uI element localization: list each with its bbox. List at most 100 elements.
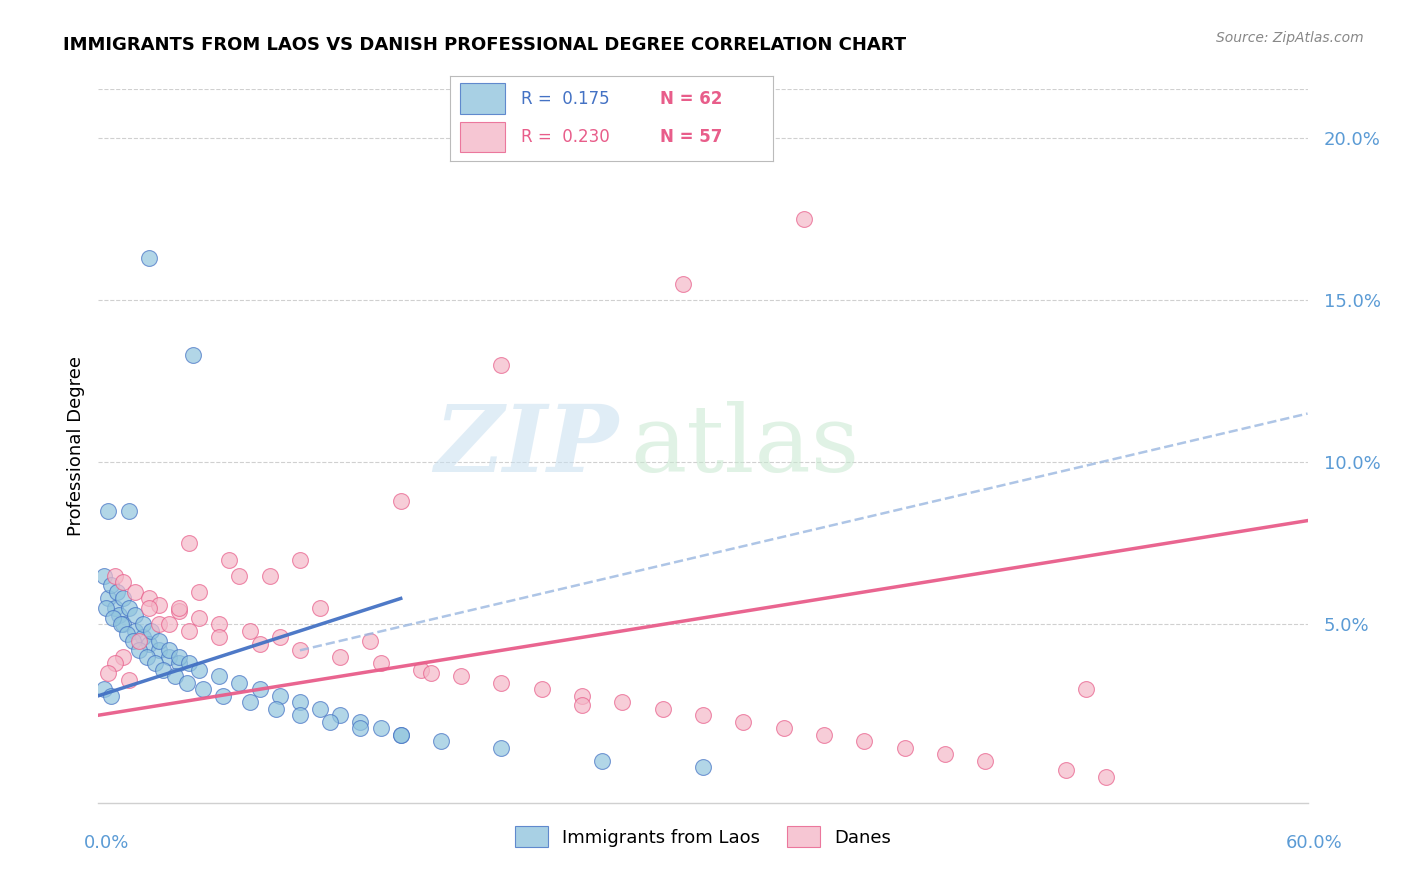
Point [167, 657, 190, 671]
Point [450, 669, 472, 683]
Point [152, 663, 174, 677]
FancyBboxPatch shape [460, 84, 505, 114]
Text: 0.0%: 0.0% [84, 834, 129, 852]
Point [105, 585, 128, 599]
Point [239, 624, 262, 638]
Point [893, 740, 915, 755]
Point [249, 637, 271, 651]
Point [97, 504, 120, 518]
Point [239, 695, 262, 709]
Point [218, 552, 240, 566]
Point [288, 643, 311, 657]
Point [208, 617, 231, 632]
Text: ZIP: ZIP [434, 401, 619, 491]
Point [148, 617, 170, 632]
Point [167, 601, 190, 615]
Point [135, 649, 157, 664]
Point [138, 637, 160, 651]
Point [793, 211, 815, 226]
Point [672, 277, 695, 291]
Point [651, 702, 673, 716]
Point [138, 591, 160, 606]
Point [571, 698, 593, 713]
Point [101, 611, 124, 625]
Point [110, 617, 132, 632]
Point [179, 657, 201, 671]
Point [212, 689, 235, 703]
Point [111, 617, 134, 632]
Text: N = 62: N = 62 [661, 90, 723, 108]
Point [148, 598, 170, 612]
Point [128, 643, 150, 657]
Point [264, 702, 287, 716]
Point [420, 666, 443, 681]
Point [1095, 770, 1118, 784]
Point [288, 708, 311, 723]
Point [132, 617, 155, 632]
Point [772, 721, 794, 735]
Text: 60.0%: 60.0% [1286, 834, 1343, 852]
Point [309, 702, 332, 716]
Point [124, 585, 146, 599]
Point [115, 627, 138, 641]
Point [228, 568, 250, 582]
Point [319, 714, 342, 729]
Text: IMMIGRANTS FROM LAOS VS DANISH PROFESSIONAL DEGREE CORRELATION CHART: IMMIGRANTS FROM LAOS VS DANISH PROFESSIO… [63, 36, 907, 54]
Point [934, 747, 956, 761]
Point [389, 728, 412, 742]
Point [208, 631, 231, 645]
Point [571, 689, 593, 703]
Point [349, 714, 371, 729]
Point [349, 721, 371, 735]
Point [118, 673, 141, 687]
Point [143, 657, 166, 671]
Point [103, 568, 125, 582]
Legend: Immigrants from Laos, Danes: Immigrants from Laos, Danes [508, 819, 898, 855]
Point [1054, 764, 1077, 778]
Point [163, 669, 186, 683]
Text: N = 57: N = 57 [661, 128, 723, 145]
Point [157, 649, 180, 664]
Point [1074, 682, 1097, 697]
Point [288, 695, 311, 709]
Point [370, 721, 392, 735]
Point [530, 682, 553, 697]
Point [612, 695, 634, 709]
Point [491, 675, 513, 690]
Point [148, 633, 170, 648]
Point [111, 591, 134, 606]
Point [389, 728, 412, 742]
Point [139, 624, 162, 638]
Point [228, 675, 250, 690]
Point [148, 643, 170, 657]
Point [179, 624, 201, 638]
Point [288, 552, 311, 566]
Point [813, 728, 835, 742]
Point [329, 708, 352, 723]
Point [491, 740, 513, 755]
Point [249, 682, 271, 697]
Point [167, 604, 190, 618]
Point [409, 663, 432, 677]
Point [97, 666, 120, 681]
Point [103, 601, 125, 615]
Point [176, 675, 198, 690]
FancyBboxPatch shape [460, 121, 505, 152]
Point [188, 611, 211, 625]
Point [188, 663, 211, 677]
Point [124, 607, 146, 622]
Point [167, 649, 190, 664]
Point [118, 504, 141, 518]
Point [309, 601, 332, 615]
Point [389, 494, 412, 508]
Point [329, 649, 352, 664]
Point [138, 601, 160, 615]
Point [491, 358, 513, 372]
Point [692, 760, 714, 774]
Point [370, 657, 392, 671]
Point [974, 754, 997, 768]
Point [181, 348, 204, 362]
Point [132, 631, 155, 645]
Point [360, 633, 382, 648]
Point [179, 536, 201, 550]
